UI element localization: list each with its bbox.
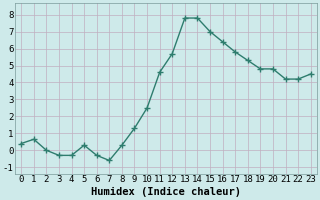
X-axis label: Humidex (Indice chaleur): Humidex (Indice chaleur) bbox=[91, 187, 241, 197]
